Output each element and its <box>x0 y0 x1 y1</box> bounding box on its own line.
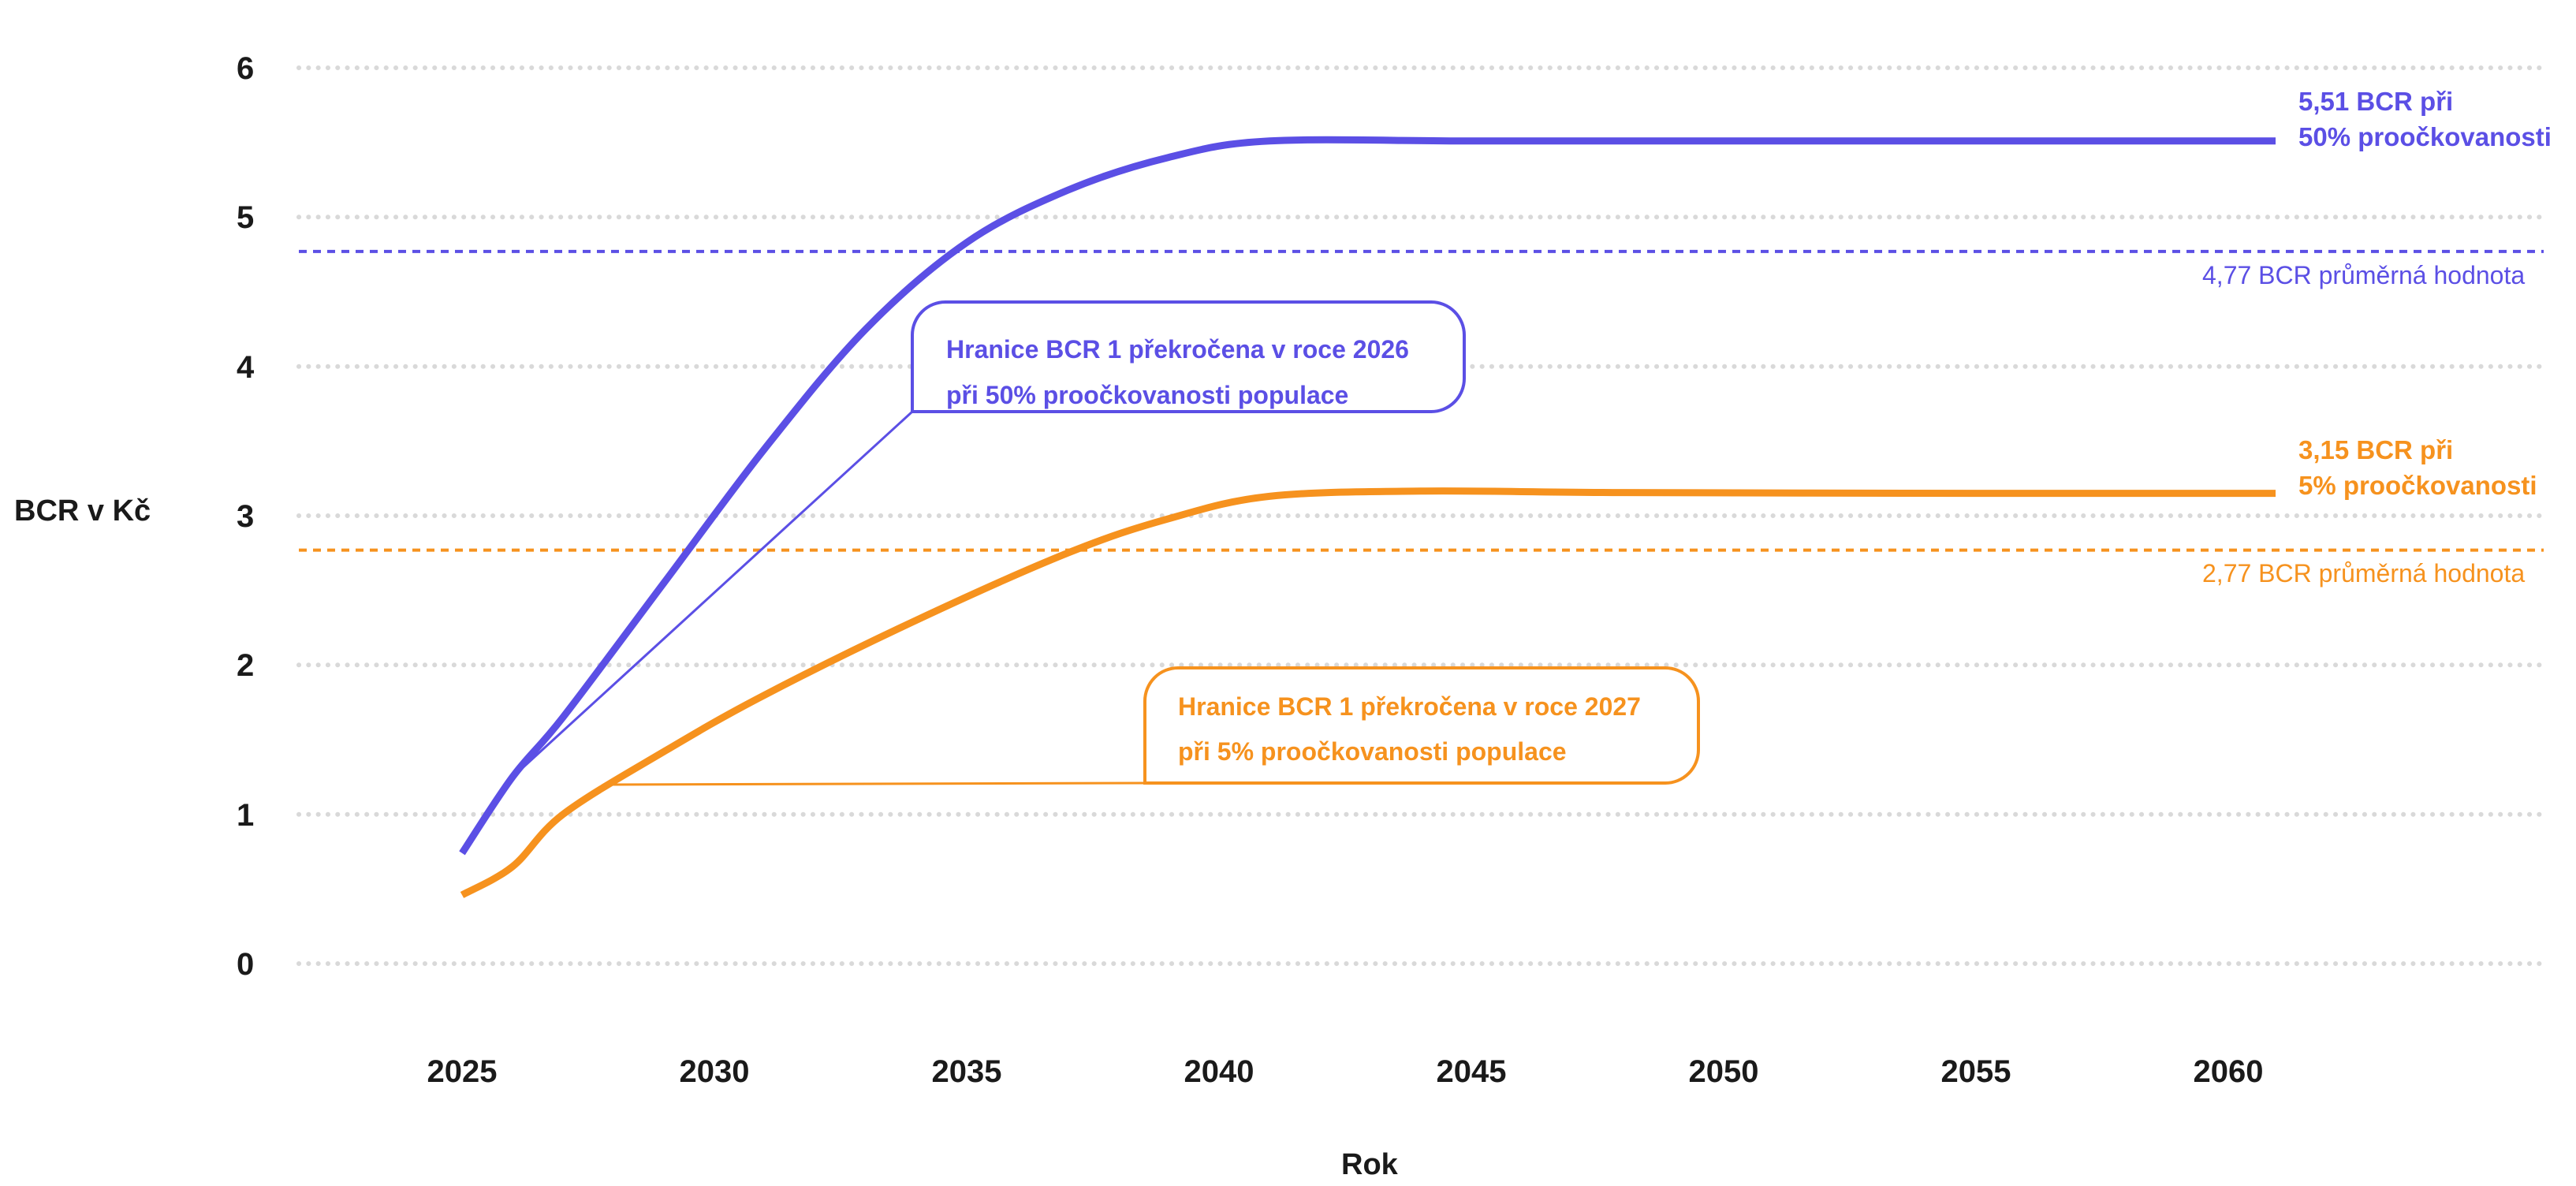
svg-text:6: 6 <box>237 51 254 86</box>
svg-text:2050: 2050 <box>1689 1054 1759 1089</box>
svg-text:5,51 BCR při: 5,51 BCR při <box>2298 87 2453 116</box>
svg-text:Rok: Rok <box>1341 1148 1399 1181</box>
svg-text:5% proočkovanosti: 5% proočkovanosti <box>2298 471 2537 500</box>
svg-text:2040: 2040 <box>1184 1054 1254 1089</box>
svg-text:2: 2 <box>237 648 254 683</box>
svg-text:5: 5 <box>237 200 254 235</box>
svg-text:2060: 2060 <box>2194 1054 2264 1089</box>
svg-text:Hranice BCR 1 překročena v roc: Hranice BCR 1 překročena v roce 2026 <box>946 335 1409 364</box>
svg-text:2055: 2055 <box>1941 1054 2011 1089</box>
svg-text:Hranice BCR 1 překročena v roc: Hranice BCR 1 překročena v roce 2027 <box>1178 692 1641 721</box>
svg-text:při 50% proočkovanosti populac: při 50% proočkovanosti populace <box>946 381 1348 409</box>
svg-text:4: 4 <box>237 350 255 385</box>
svg-text:50% proočkovanosti: 50% proočkovanosti <box>2298 122 2552 151</box>
svg-text:0: 0 <box>237 947 254 982</box>
svg-text:3,15 BCR při: 3,15 BCR při <box>2298 435 2453 464</box>
svg-text:2045: 2045 <box>1437 1054 1507 1089</box>
svg-text:2035: 2035 <box>932 1054 1002 1089</box>
svg-text:BCR v Kč: BCR v Kč <box>14 494 151 528</box>
svg-text:2,77 BCR průměrná hodnota: 2,77 BCR průměrná hodnota <box>2202 559 2525 587</box>
svg-text:3: 3 <box>237 499 254 534</box>
svg-text:2025: 2025 <box>427 1054 498 1089</box>
svg-text:při 5% proočkovanosti populace: při 5% proočkovanosti populace <box>1178 737 1567 766</box>
svg-text:2030: 2030 <box>680 1054 750 1089</box>
svg-text:1: 1 <box>237 798 254 833</box>
svg-text:4,77 BCR průměrná hodnota: 4,77 BCR průměrná hodnota <box>2202 261 2525 289</box>
